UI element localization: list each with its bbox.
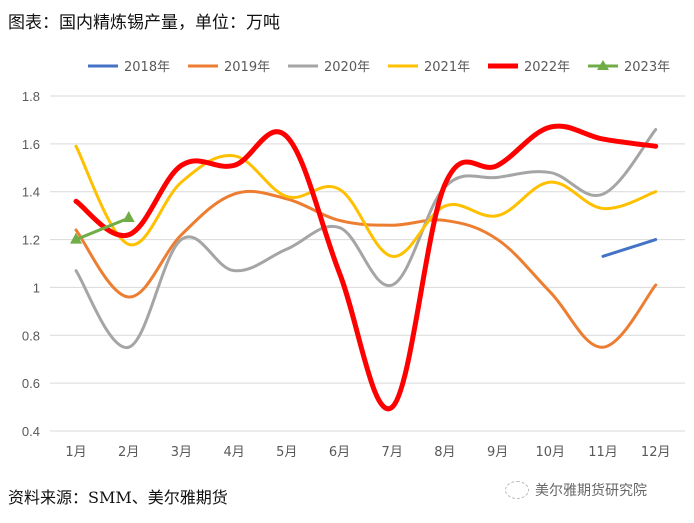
legend-marker — [597, 60, 609, 70]
y-tick-label: 0.8 — [22, 328, 40, 343]
series-line-2020年 — [74, 128, 658, 349]
y-tick-label: 1.8 — [22, 89, 40, 104]
x-tick-label: 10月 — [536, 445, 566, 460]
x-tick-label: 11月 — [588, 445, 618, 460]
x-tick-label: 12月 — [641, 445, 671, 460]
legend-label: 2019年 — [224, 60, 270, 75]
legend-label: 2022年 — [524, 60, 570, 75]
x-tick-label: 3月 — [171, 445, 192, 460]
y-tick-label: 1.4 — [22, 185, 40, 200]
y-tick-label: 1.2 — [22, 233, 40, 248]
x-tick-label: 1月 — [65, 445, 86, 460]
source-note: 资料来源：SMM、美尔雅期货 — [8, 488, 228, 507]
legend-label: 2018年 — [124, 60, 170, 75]
x-tick-label: 9月 — [487, 445, 508, 460]
series-line-2018年 — [601, 238, 658, 258]
chart-title: 图表：国内精炼锡产量，单位：万吨 — [8, 13, 280, 33]
y-tick-label: 0.6 — [22, 376, 40, 391]
x-tick-label: 2月 — [118, 445, 139, 460]
legend-label: 2020年 — [324, 60, 370, 75]
series-line-2021年 — [74, 144, 658, 258]
watermark: 美尔雅期货研究院 — [505, 480, 647, 500]
data-point-2023年 — [70, 232, 82, 244]
series-line-2022年 — [73, 123, 659, 412]
x-tick-label: 7月 — [382, 445, 403, 460]
y-tick-label: 0.4 — [22, 424, 40, 439]
data-point-2023年 — [122, 211, 135, 223]
y-tick-label: 1 — [33, 280, 40, 295]
legend-label: 2023年 — [624, 60, 670, 75]
x-tick-label: 4月 — [223, 445, 244, 460]
x-tick-label: 8月 — [434, 445, 455, 460]
wechat-icon — [505, 481, 529, 499]
x-tick-label: 5月 — [276, 445, 297, 460]
legend-label: 2021年 — [424, 60, 470, 75]
x-tick-label: 6月 — [329, 445, 350, 460]
watermark-text: 美尔雅期货研究院 — [535, 483, 647, 499]
y-tick-label: 1.6 — [22, 137, 40, 152]
series-line-2019年 — [74, 189, 658, 349]
